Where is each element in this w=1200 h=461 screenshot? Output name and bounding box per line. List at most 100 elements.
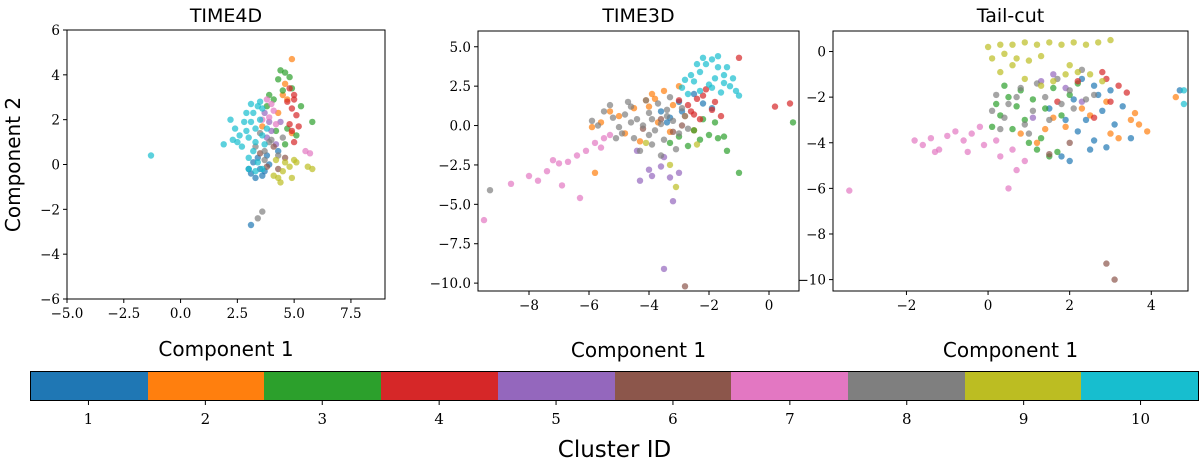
point-cluster-4 [293,112,300,119]
y-tick-label: 4 [51,68,60,84]
point-cluster-8 [1029,107,1037,115]
axes-frame [832,30,1189,292]
point-cluster-7 [597,144,605,151]
point-cluster-3 [286,73,293,81]
colorbar-tick-label: 10 [1131,410,1150,428]
point-cluster-3 [666,139,674,147]
point-cluster-7 [911,137,918,144]
point-cluster-6 [678,122,686,129]
point-cluster-7 [968,130,975,137]
point-cluster-9 [279,168,286,175]
point-cluster-8 [657,152,665,159]
point-cluster-8 [259,208,266,215]
panel-time4d: −5.0 −2.5 0.0 2.5 5.0 7.5 −6 −4 −2 0 2 4 6 TIME4D Comp… [0,0,400,365]
colorbar-segment-9 [964,372,1082,400]
point-cluster-3 [684,142,692,150]
point-cluster-9 [1062,71,1069,78]
point-cluster-8 [627,103,635,110]
point-cluster-7 [266,114,273,121]
colorbar-segment-8 [847,372,965,400]
point-cluster-9 [288,174,296,182]
point-cluster-9 [984,43,992,51]
panel-title: TIME3D [601,5,674,27]
point-cluster-5 [645,166,653,173]
point-cluster-4 [711,98,719,106]
point-cluster-8 [648,141,656,148]
point-cluster-10 [726,83,734,90]
point-cluster-3 [696,136,704,143]
colorbar-tick-label: 3 [317,410,327,428]
point-cluster-10 [723,63,731,71]
colorbar-title: Cluster ID [558,437,671,461]
point-cluster-7 [606,131,614,139]
point-cluster-7 [960,137,967,144]
x-axis-label: Component 1 [943,338,1078,362]
point-cluster-2 [660,87,668,95]
point-cluster-3 [1021,116,1028,124]
chart-tail-cut: −2 0 2 4 −10 −8 −6 −4 −2 0 Tail-cut Component 1 [798,5,1189,362]
point-cluster-7 [564,158,572,165]
point-cluster-6 [681,283,689,290]
point-cluster-10 [714,63,722,71]
point-cluster-8 [1042,93,1049,101]
point-cluster-2 [279,91,286,99]
point-cluster-4 [286,121,293,128]
colorbar-segment-3 [264,372,382,400]
y-axis-label: Component 2 [1,97,25,232]
point-cluster-8 [1001,114,1008,121]
point-cluster-8 [633,116,641,123]
point-cluster-1 [1127,135,1135,142]
point-cluster-8 [268,136,275,143]
y-tick-label: −4 [40,247,60,263]
point-cluster-4 [675,97,683,104]
point-cluster-3 [293,132,300,139]
point-cluster-7 [976,123,984,130]
point-cluster-8 [678,105,686,112]
point-cluster-10 [729,75,737,82]
point-cluster-9 [1086,71,1094,78]
point-cluster-3 [690,127,698,134]
point-cluster-5 [666,174,674,181]
point-cluster-10 [714,53,722,60]
point-cluster-10 [245,134,252,141]
point-cluster-7 [1005,185,1012,192]
point-cluster-4 [786,100,794,107]
point-cluster-10 [711,75,719,82]
point-cluster-1 [1107,87,1114,94]
x-tick-label: 0 [984,298,993,314]
point-cluster-3 [1001,82,1008,89]
point-cluster-1 [663,119,671,126]
point-cluster-3 [714,135,722,142]
point-cluster-9 [1013,55,1020,62]
point-cluster-8 [648,116,656,123]
point-cluster-2 [636,138,644,145]
point-cluster-7 [591,139,599,147]
point-cluster-9 [693,141,701,148]
point-cluster-5 [266,118,273,126]
point-cluster-9 [1058,41,1065,48]
point-cluster-9 [1009,61,1016,69]
point-cluster-9 [281,159,289,166]
panel-tail-cut: −2 0 2 4 −10 −8 −6 −4 −2 0 Tail-cut Component 1 [798,0,1200,365]
point-cluster-9 [1033,41,1041,48]
point-cluster-10 [720,79,728,87]
point-cluster-7 [997,153,1004,160]
point-cluster-1 [1099,107,1106,115]
point-cluster-2 [588,123,596,131]
point-cluster-1 [690,90,698,98]
point-cluster-8 [609,114,617,121]
point-cluster-5 [1029,114,1037,121]
point-cluster-3 [723,147,731,154]
point-cluster-3 [1025,139,1033,146]
point-cluster-8 [279,134,286,141]
x-tick-label: 0.0 [170,306,191,322]
point-cluster-2 [288,55,296,63]
point-cluster-6 [270,143,277,150]
y-tick-label: 6 [51,23,60,39]
point-cluster-4 [1123,89,1130,96]
point-cluster-1 [1074,128,1081,135]
point-cluster-8 [684,125,692,132]
point-cluster-4 [696,116,704,123]
point-cluster-1 [1062,116,1069,124]
point-cluster-2 [615,112,623,120]
